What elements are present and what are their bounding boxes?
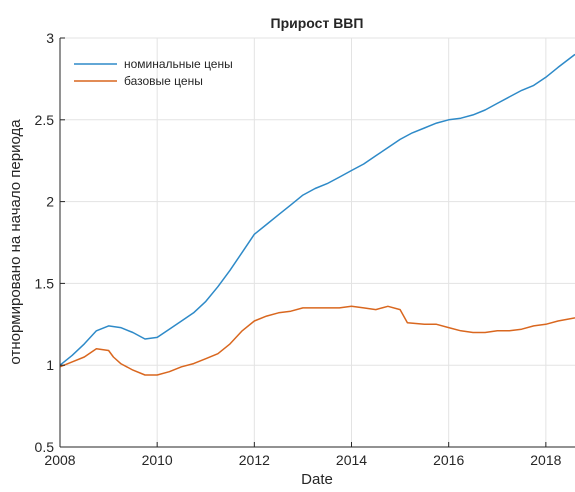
legend-label-base: базовые цены	[124, 74, 203, 88]
x-tick-label: 2016	[433, 452, 464, 468]
y-axis-label: отнормировано на начало периода	[7, 119, 24, 365]
x-tick-label: 2010	[142, 452, 173, 468]
legend-label-nominal: номинальные цены	[124, 57, 233, 71]
x-tick-label: 2008	[44, 452, 75, 468]
legend: номинальные цены базовые цены	[74, 57, 233, 88]
plot-area	[60, 38, 575, 447]
y-tick-label: 0.5	[35, 439, 55, 455]
x-tick-label: 2018	[530, 452, 561, 468]
series-line-1	[59, 305, 575, 376]
y-tick-labels: 0.5 1 1.5 2 2.5 3	[35, 30, 55, 455]
y-tick-label: 2.5	[35, 112, 55, 128]
tick-marks	[59, 37, 547, 448]
series-line-0	[59, 53, 575, 366]
x-tick-label: 2012	[239, 452, 270, 468]
x-tick-label: 2014	[336, 452, 367, 468]
chart-title: Прирост ВВП	[271, 15, 364, 31]
y-tick-label: 2	[46, 194, 54, 210]
x-axis-label: Date	[301, 471, 333, 488]
axes	[59, 38, 575, 448]
x-tick-labels: 2008 2010 2012 2014 2016 2018	[44, 452, 561, 468]
y-tick-label: 1	[46, 357, 54, 373]
series-layer	[59, 53, 575, 376]
y-tick-label: 3	[46, 30, 54, 46]
y-tick-label: 1.5	[35, 275, 55, 291]
